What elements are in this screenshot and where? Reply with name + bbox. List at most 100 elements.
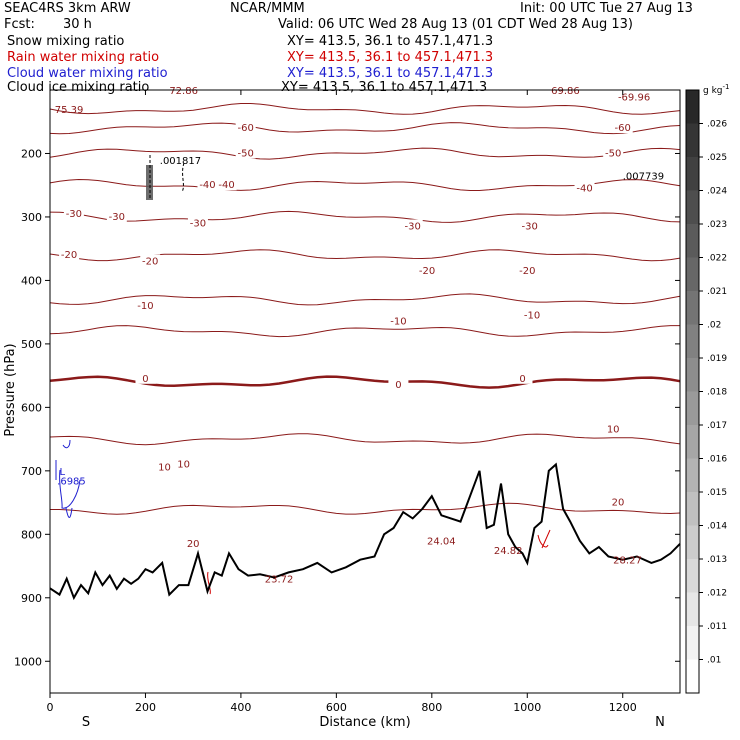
contour-label-bg [388,314,409,327]
extremum-label: .6985 [57,476,86,487]
contour-label: -20 [519,266,535,277]
y-tick-label: 600 [21,401,42,414]
contour-labels: -60 -60-50 -50-40 -40 -40-30 -30-30 -30 -30-20-… [59,121,633,550]
contour-label: -20 [419,266,435,277]
moisture-features [55,155,551,595]
contour-label: 0 [142,374,148,385]
contour-label-bg [135,371,156,384]
x-tick-label: 200 [135,701,156,714]
isotherm-line [49,210,681,223]
colorbar-tick-label: .02 [707,321,721,331]
colorbar-unit: g kg-1 [703,83,729,96]
contour-label-bg [607,495,628,508]
contour-label-bg [106,209,127,222]
contour-label: -30 [109,212,125,223]
contour-label-bg [135,298,156,311]
extremum-label: 24.82 [494,546,523,557]
extremum-label: -69.96 [618,92,650,103]
colorbar-segment [686,190,699,224]
colorbar-segment [686,157,699,191]
field-rain-xy: XY= 413.5, 36.1 to 457.1,471.3 [287,50,494,65]
colorbar-tick-label: .022 [707,254,727,264]
y-tick-label: 1000 [14,655,42,668]
contour-label: 10 [158,463,171,474]
contour-label: 10 [607,425,620,436]
contour-label: -40 [218,180,234,191]
contour-label-bg [512,371,533,384]
model-title: SEAC4RS 3km ARW [4,1,131,16]
y-tick-label: 200 [21,147,42,160]
field-rain-name: Rain water mixing ratio [7,50,160,65]
contour-label: -40 [576,183,592,194]
colorbar-tick-label: .026 [707,120,727,130]
cloud-water-contour [55,439,81,518]
isotherm-line [49,433,681,446]
contour-label-bg [197,178,218,191]
contour-label-bg [173,457,194,470]
isotherm-line [49,122,681,135]
x-tick-label: 1200 [609,701,637,714]
colorbar-tick-label: .023 [707,220,727,230]
contour-label-bg [183,536,204,549]
contour-label-bg [612,121,633,134]
contour-label-bg [603,422,624,435]
plot-frame [49,89,681,694]
isotherm-line [49,375,681,389]
contour-label-bg [235,121,256,134]
colorbar: .01 .011 .012 .013 .014 .015 .016 .017 .018 .019.… [685,89,727,694]
colorbar-tick-label: .024 [707,187,727,197]
contour-label-bg [517,263,538,276]
colorbar-segment [686,626,699,660]
colorbar-tick-label: .01 [707,656,721,666]
field-cloud-water-name: Cloud water mixing ratio [7,66,168,81]
contour-label: -20 [61,250,77,261]
valid-time: Valid: 06 UTC Wed 28 Aug 13 (01 CDT Wed … [278,17,633,32]
extremum-label: .001817 [160,156,201,167]
contour-label: -30 [66,209,82,220]
contour-label: -30 [405,221,421,232]
colorbar-tick-label: .021 [707,287,727,297]
isotherm-line [50,502,681,515]
colorbar-segment [686,425,699,459]
x-tick-label: 1000 [513,701,541,714]
contour-label-bg [235,146,256,159]
colorbar-tick-label: .019 [707,354,727,364]
x-axis-title: Distance (km) [319,715,410,730]
axes: 0 200 400 600 800 1000 12002003004005006007008… [14,90,680,714]
x-tick-label: 600 [326,701,347,714]
contour-label-bg [59,248,80,261]
colorbar-segment [686,525,699,559]
contour-label-bg [140,254,161,267]
rain-contour [207,529,551,595]
colorbar-tick-label: .013 [707,555,727,565]
contour-label: -10 [390,317,406,328]
field-cloud-ice-name: Cloud ice mixing ratio [7,80,150,95]
colorbar-tick-label: .015 [707,488,727,498]
contour-label-bg [402,219,423,232]
x-tick-label: 800 [421,701,442,714]
colorbar-segment [686,123,699,157]
contour-label-bg [417,263,438,276]
x-tick-label: 0 [47,701,54,714]
extremum-label: 28.27 [613,556,642,567]
cloud-ice-contour [149,155,185,200]
colorbar-segment [686,90,699,124]
isotherm-line [49,147,681,160]
colorbar-tick-label: .016 [707,455,727,465]
extremum-label: 72.86 [169,86,198,97]
isotherm-line [49,103,681,115]
contour-label: -60 [238,123,254,134]
contour-label-bg [216,178,237,191]
extremum-label: .007739 [623,172,664,183]
colorbar-tick-label: .018 [707,388,727,398]
contour-label: -30 [190,218,206,229]
y-axis-title: Pressure (hPa) [3,343,18,436]
colorbar-segment [686,358,699,392]
colorbar-segment [686,324,699,358]
colorbar-segment [686,257,699,291]
init-time: Init: 00 UTC Tue 27 Aug 13 [520,1,693,16]
y-tick-label: 300 [21,211,42,224]
colorbar-segment [686,592,699,626]
contour-label-bg [154,460,175,473]
